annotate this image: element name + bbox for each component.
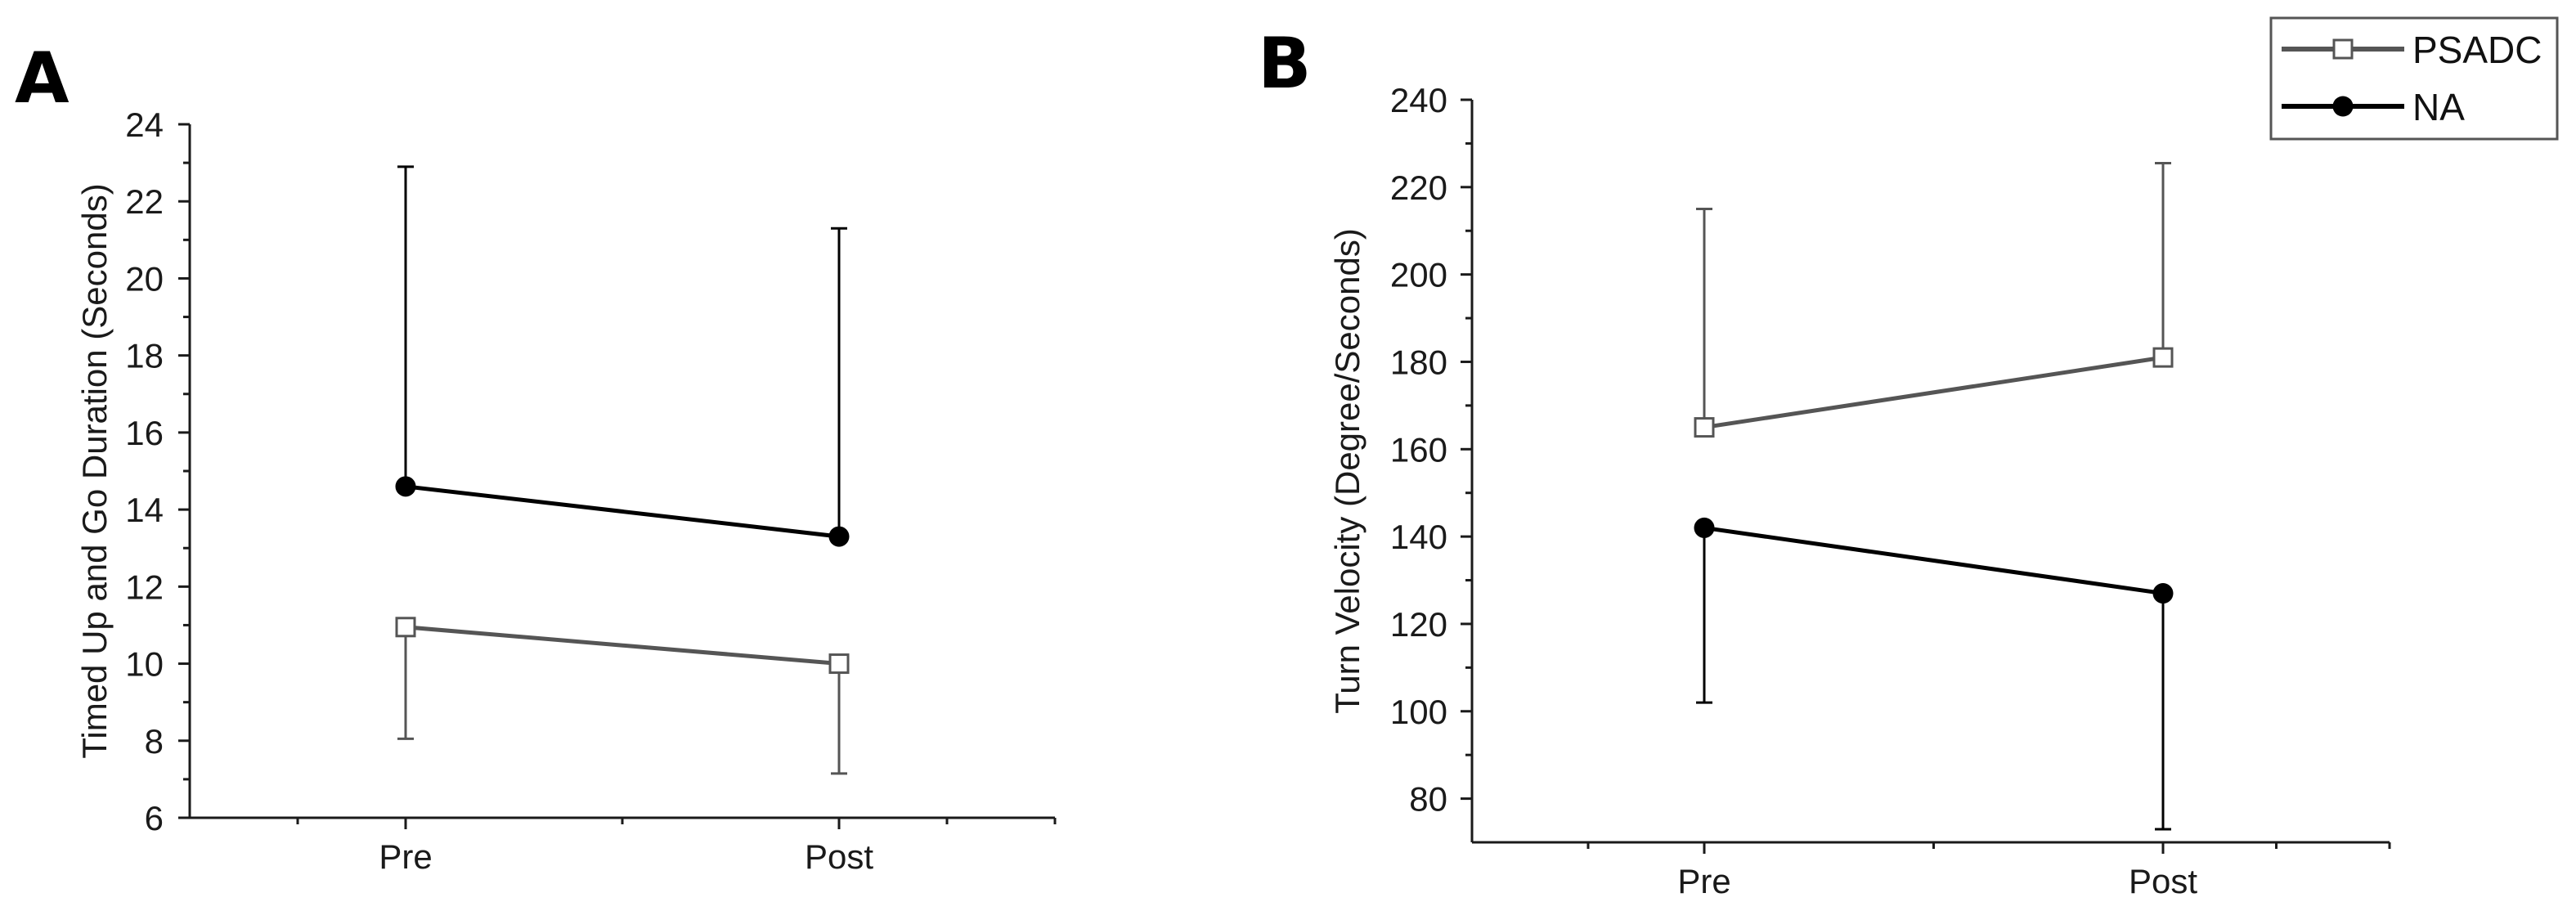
- panel-a: A 6 8 10 12 14 16 18 20 22 24 Pre Post Timed Up and G…: [15, 38, 1057, 876]
- panel-a-y-tick-label: 18: [125, 337, 164, 375]
- legend-psadc-label: PSADC: [2412, 29, 2542, 71]
- legend-na-label: NA: [2412, 86, 2465, 128]
- legend-na-marker: [2332, 96, 2354, 117]
- panel-b-na-point: [1694, 517, 1715, 538]
- panel-b-psadc-point: [2152, 347, 2174, 368]
- panel-b-y-tick-label: 200: [1390, 256, 1447, 294]
- panel-b-na-point: [2152, 583, 2174, 604]
- panel-a-letter: A: [15, 38, 70, 119]
- panel-b-psadc-line: [1703, 355, 2164, 430]
- panel-b-y-tick-label: 100: [1390, 693, 1447, 731]
- panel-b-y-tick-label: 240: [1390, 81, 1447, 119]
- panel-b-y-tick-label: 220: [1390, 168, 1447, 207]
- panel-a-psadc-point: [828, 653, 850, 675]
- panel-a-y-tick-label: 22: [125, 182, 164, 221]
- panel-b-x-tick-label: Post: [2129, 862, 2197, 900]
- panel-b-y-axis-title: Turn Velocity (Degree/Seconds): [1328, 228, 1367, 714]
- panel-a-psadc-line: [405, 625, 840, 666]
- panel-b-letter: B: [1258, 23, 1312, 105]
- panel-a-psadc-point: [395, 617, 416, 638]
- panel-b-na-line: [1703, 525, 2164, 596]
- panel-a-y-tick-label: 12: [125, 568, 164, 606]
- panel-b-y-tick-label: 140: [1390, 518, 1447, 556]
- panel-a-na-point: [828, 526, 850, 547]
- panel-a-y-tick-label: 10: [125, 645, 164, 684]
- panel-b-y-tick-label: 120: [1390, 605, 1447, 644]
- panel-a-y-axis-title: Timed Up and Go Duration (Seconds): [75, 183, 114, 758]
- panel-a-y-tick-label: 6: [145, 799, 164, 837]
- panel-a-y-tick-label: 14: [125, 491, 164, 529]
- panel-b-psadc-point: [1694, 417, 1715, 438]
- legend-psadc-marker: [2332, 38, 2354, 60]
- panel-a-na-line: [405, 484, 840, 539]
- panel-b-y-tick-label: 160: [1390, 430, 1447, 469]
- panel-b-y-tick-label: 180: [1390, 343, 1447, 381]
- legend-box: [2269, 16, 2559, 141]
- panel-b-x-tick-label: Pre: [1677, 862, 1730, 900]
- panel-a-y-tick-label: 8: [145, 722, 164, 761]
- panel-b-y-tick-label: 80: [1409, 780, 1447, 819]
- panel-a-x-tick-label: Pre: [379, 837, 432, 876]
- panel-a-y-tick-label: 20: [125, 259, 164, 298]
- panel-a-x-tick-label: Post: [805, 837, 873, 876]
- legend: PSADC NA: [2269, 16, 2559, 141]
- panel-a-y-tick-label: 24: [125, 105, 164, 144]
- panel-a-na-point: [395, 476, 416, 497]
- panel-a-y-tick-label: 16: [125, 414, 164, 452]
- panel-b: B 80 100 120 140 160 180 200 220 240 Pre Post Turn V…: [1258, 23, 2391, 900]
